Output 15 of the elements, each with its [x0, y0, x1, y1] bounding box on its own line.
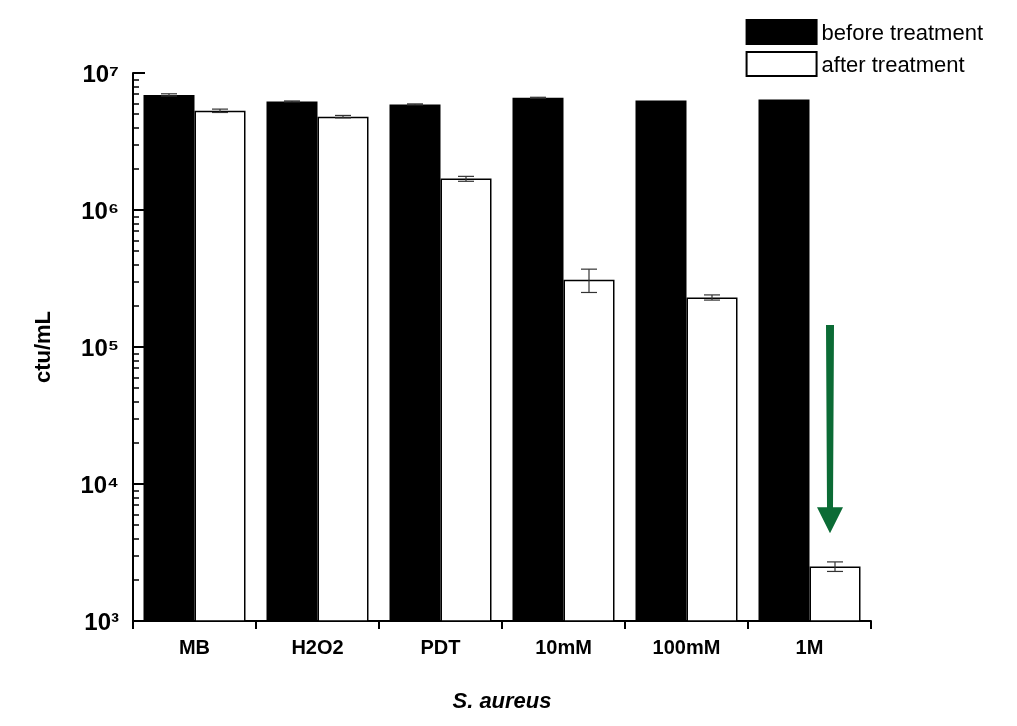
x-tick-label: 1M	[795, 636, 824, 658]
x-tick-label: 10mM	[535, 636, 592, 658]
x-tick-label: 100mM	[652, 636, 721, 658]
x-tick-label: H2O2	[291, 636, 344, 658]
y-tick-label: 10⁶	[81, 196, 119, 224]
legend-label: before treatment	[821, 19, 984, 45]
y-tick-label: 10⁵	[81, 333, 119, 361]
y-tick-label: 10³	[84, 607, 120, 635]
x-axis-title: S. aureus	[452, 687, 552, 713]
y-axis-title: ctu/mL	[29, 310, 55, 384]
x-tick-label: MB	[178, 636, 211, 658]
y-tick-label: 10⁷	[82, 59, 119, 87]
x-tick-label: PDT	[420, 636, 461, 658]
y-tick-label: 10⁴	[80, 470, 119, 498]
legend-label: after treatment	[821, 51, 965, 77]
